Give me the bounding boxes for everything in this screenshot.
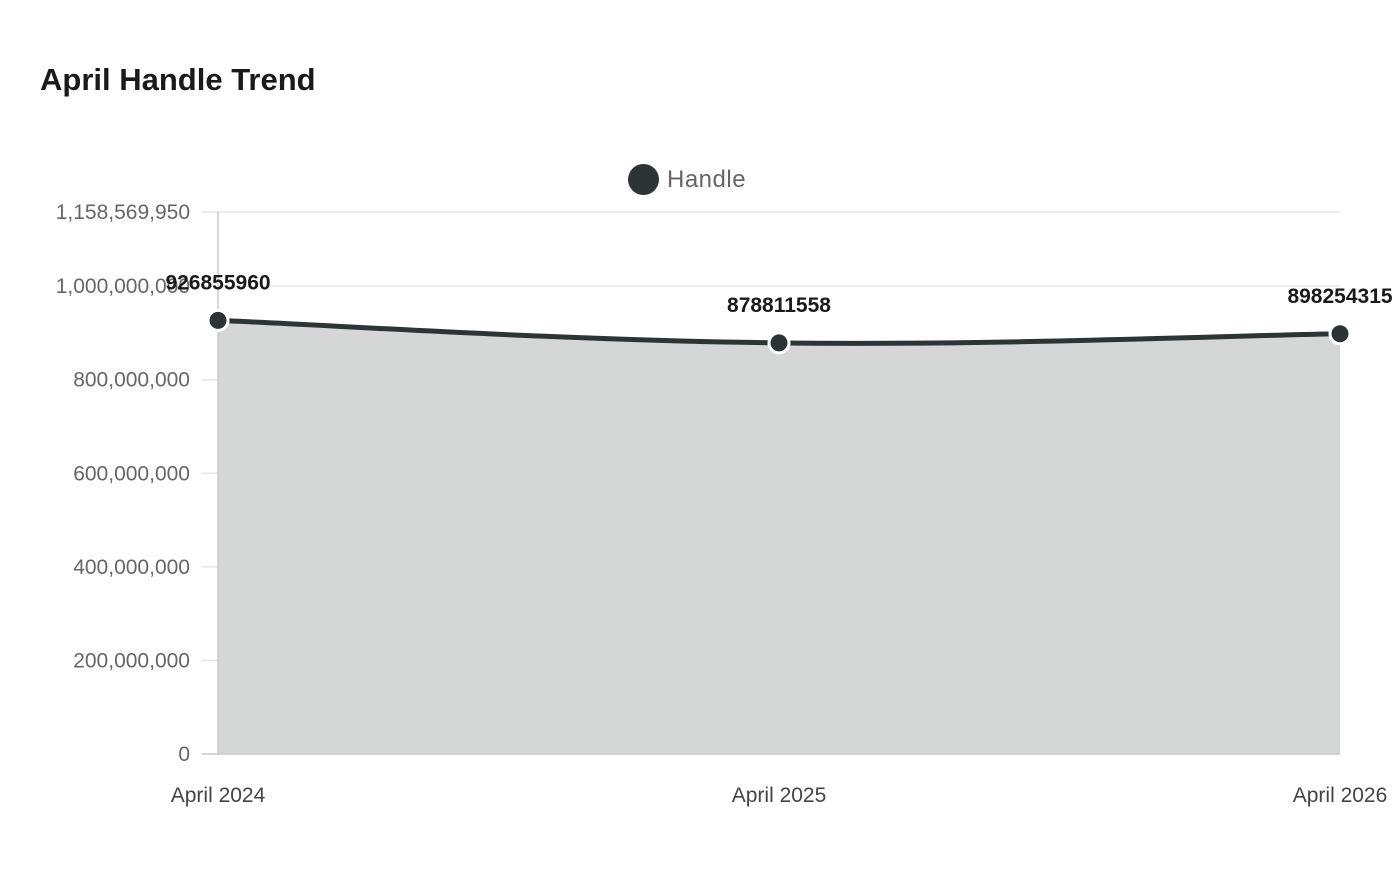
data-label: 898254315 — [1287, 285, 1392, 308]
y-tick-label: 600,000,000 — [73, 462, 190, 485]
y-axis-ticks: 0 200,000,000 400,000,000 600,000,000 800,00… — [56, 201, 190, 766]
y-tick-label: 1,000,000,000 — [56, 275, 190, 298]
chart-title: April Handle Trend — [40, 62, 316, 97]
x-axis-ticks: April 2024 April 2025 April 2026 — [171, 784, 1388, 807]
area-series — [215, 317, 1343, 754]
area-fill-handle — [218, 320, 1340, 754]
x-tick-label: April 2024 — [171, 784, 266, 807]
x-tick-label: April 2025 — [732, 784, 827, 807]
legend-swatch-handle — [628, 164, 659, 195]
y-tick-label: 1,158,569,950 — [56, 201, 190, 224]
legend-label-handle: Handle — [667, 165, 747, 193]
y-tick-label: 0 — [178, 743, 190, 766]
data-point — [1328, 322, 1352, 346]
axes — [202, 212, 1340, 755]
x-tick-label: April 2026 — [1293, 784, 1388, 807]
data-points — [206, 308, 1352, 355]
data-label: 926855960 — [165, 271, 270, 294]
y-tick-label: 400,000,000 — [73, 556, 190, 579]
data-labels: 926855960 878811558 898254315 — [165, 271, 1392, 316]
legend[interactable]: Handle — [628, 164, 746, 195]
y-tick-label: 200,000,000 — [73, 649, 190, 672]
data-point — [206, 308, 230, 332]
y-tick-label: 800,000,000 — [73, 369, 190, 392]
data-label: 878811558 — [727, 294, 831, 317]
data-point — [767, 331, 791, 355]
